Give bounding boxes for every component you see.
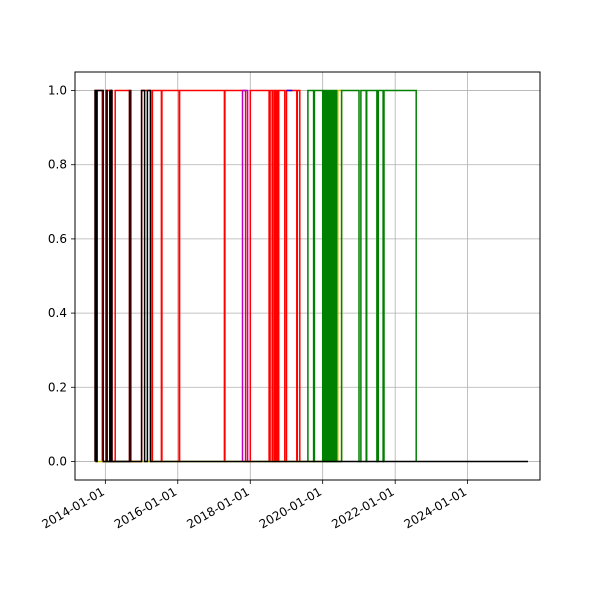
y-axis: 0.0 0.2 0.4 0.6 0.8 1.0 [48, 84, 75, 468]
x-axis: 2014-01-01 2016-01-01 2018-01-01 2020-01-01… [39, 480, 469, 531]
series-line [307, 89, 417, 463]
plot-frame [74, 71, 541, 481]
x-tick-label: 2024-01-01 [402, 484, 469, 531]
series-line [241, 89, 249, 462]
y-tick-label: 0.8 [48, 158, 67, 172]
x-tick-label: 2016-01-01 [112, 484, 179, 531]
x-tick-label: 2020-01-01 [257, 484, 324, 531]
y-tick-label: 1.0 [48, 84, 67, 98]
series-line [94, 89, 301, 463]
y-tick-label: 0.0 [48, 454, 67, 468]
series-line [95, 89, 343, 463]
x-tick-label: 2018-01-01 [184, 484, 251, 531]
series-line [94, 89, 528, 463]
y-tick-label: 0.6 [48, 232, 67, 246]
y-tick-label: 0.4 [48, 306, 67, 320]
series-lines [94, 89, 528, 463]
y-tick-label: 0.2 [48, 380, 67, 394]
x-tick-label: 2022-01-01 [329, 484, 396, 531]
x-tick-label: 2014-01-01 [39, 484, 106, 531]
